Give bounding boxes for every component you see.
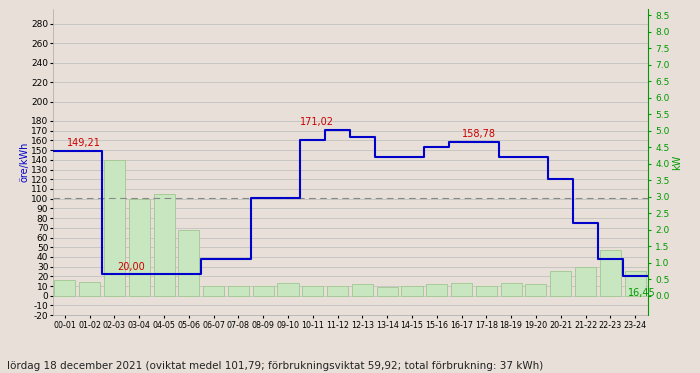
Text: 171,02: 171,02 [300, 117, 335, 127]
Bar [575, 267, 596, 296]
Y-axis label: kW: kW [672, 155, 682, 170]
Bar [550, 272, 571, 296]
Bar [401, 286, 423, 296]
Text: 16,45: 16,45 [628, 288, 655, 298]
Bar [79, 282, 100, 296]
Bar [327, 286, 348, 296]
Bar [352, 284, 373, 296]
Bar [500, 283, 522, 296]
Bar [228, 286, 249, 296]
Bar [129, 199, 150, 296]
Bar [377, 287, 398, 296]
Bar [476, 286, 497, 296]
Bar [426, 284, 447, 296]
Text: 158,78: 158,78 [461, 129, 496, 139]
Bar [451, 283, 472, 296]
Bar [203, 286, 224, 296]
Text: 20,00: 20,00 [117, 263, 145, 272]
Bar [600, 250, 621, 296]
Bar [526, 284, 547, 296]
Text: lördag 18 december 2021 (oviktat medel 101,79; förbrukningsviktat 59,92; total f: lördag 18 december 2021 (oviktat medel 1… [7, 361, 543, 371]
Bar [178, 230, 199, 296]
Bar [153, 194, 174, 296]
Bar [55, 280, 76, 296]
Text: 149,21: 149,21 [67, 138, 102, 148]
Y-axis label: öre/kWh: öre/kWh [20, 142, 29, 182]
Bar [277, 283, 299, 296]
Bar [302, 286, 323, 296]
Bar [253, 286, 274, 296]
Bar [104, 160, 125, 296]
Bar [624, 272, 645, 296]
